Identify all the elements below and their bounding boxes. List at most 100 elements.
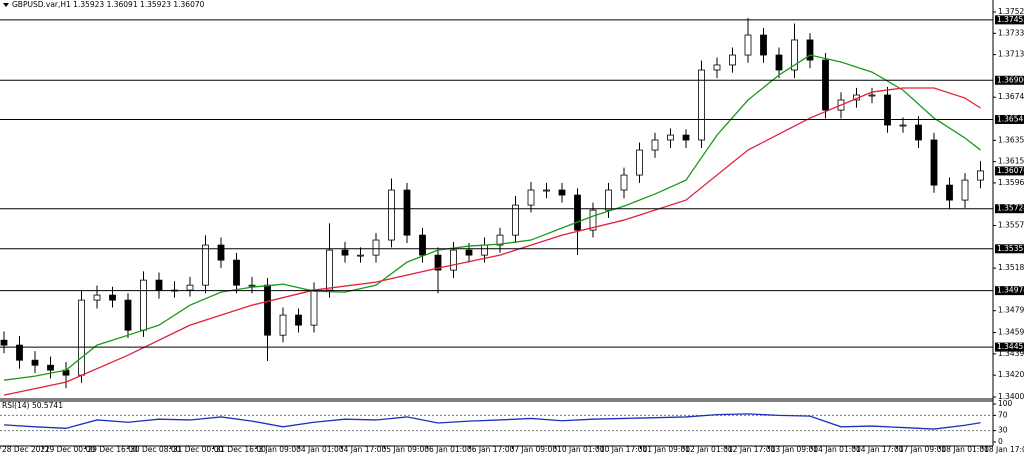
x-tick-label: 14 Jan 01:00 (813, 445, 861, 454)
rsi-title: RSI(14) 50.5741 (2, 401, 63, 410)
candle-body (527, 189, 535, 206)
candle-body (744, 34, 752, 56)
candle-body (512, 204, 519, 236)
level-label-box (995, 204, 1024, 214)
indicator-line (3, 87, 981, 396)
candle-body (636, 149, 643, 176)
level-label-box (995, 75, 1024, 85)
x-tick-label: 31 Dec 16:00 (216, 445, 267, 454)
level-label-box (995, 244, 1024, 254)
candle-body (713, 64, 721, 71)
candle-body (47, 364, 54, 371)
candle-body (791, 39, 798, 71)
candle-body (806, 39, 814, 61)
x-tick-label: 4 Jan 01:00 (301, 445, 344, 454)
candle-body (0, 339, 8, 346)
x-tick-label: 18 Jan 01:00 (941, 445, 989, 454)
x-tick-label: 10 Jan 01:00 (557, 445, 605, 454)
x-tick-label: 3 Jan 09:00 (258, 445, 301, 454)
level-label: 1.35357 (997, 244, 1024, 253)
y-tick-label: 30 (998, 426, 1008, 435)
candle-body (403, 189, 411, 236)
candle-body (31, 359, 39, 366)
candle-body (961, 179, 969, 201)
x-tick-label: 30 Dec 08:00 (130, 445, 181, 454)
candle-body (589, 209, 597, 231)
candle-body (217, 244, 225, 261)
candle-body (930, 139, 938, 186)
level-label: 1.34974 (997, 286, 1024, 295)
candle-body (465, 249, 473, 256)
candle-body (450, 249, 457, 271)
candle-body (310, 289, 318, 326)
y-tick-label: 1.35180 (998, 263, 1024, 272)
x-tick-label: 4 Jan 17:00 (344, 445, 387, 454)
candle-body (651, 139, 659, 151)
candle-body (434, 254, 442, 271)
candle-body (915, 124, 922, 141)
x-tick-label: 6 Jan 01:00 (429, 445, 472, 454)
x-tick-label: 11 Jan 09:00 (643, 445, 691, 454)
candle-body (496, 234, 504, 246)
candle-body (326, 249, 333, 291)
candle-body (558, 189, 566, 196)
level-label-box (995, 114, 1024, 124)
candle-body (574, 194, 581, 231)
last-price-label: 1.36070 (997, 166, 1024, 175)
candle-body (884, 94, 891, 126)
y-tick-label: 1.34590 (998, 328, 1024, 337)
level-label-box (995, 15, 1024, 25)
candle-body (729, 54, 736, 66)
candle-body (186, 284, 194, 291)
candle-body (946, 184, 953, 201)
candle-body (202, 244, 209, 286)
candle-body (605, 189, 612, 211)
y-tick-label: 1.36350 (998, 135, 1024, 144)
level-label-box (995, 342, 1024, 352)
y-tick-label: 1.34000 (998, 392, 1024, 401)
candle-body (248, 284, 256, 287)
candle-body (543, 189, 550, 192)
level-label-box (995, 286, 1024, 296)
y-tick-label: 0 (998, 437, 1003, 446)
candle-body (279, 314, 287, 336)
y-tick-label: 1.35570 (998, 221, 1024, 230)
candle-body (16, 344, 23, 361)
x-tick-label: 10 Jan 17:00 (600, 445, 648, 454)
last-price-box (995, 166, 1024, 176)
candle-body (775, 54, 783, 71)
candle-body (78, 299, 85, 376)
y-tick-label: 1.36745 (998, 92, 1024, 101)
candle-body (341, 249, 349, 256)
x-tick-label: 29 Dec 00:00 (45, 445, 96, 454)
chart-title: GBPUSD.var,H1 1.35923 1.36091 1.35923 1.… (12, 0, 205, 9)
y-tick-label: 1.36155 (998, 157, 1024, 166)
x-tick-label: 18 Jan 17:00 (984, 445, 1024, 454)
x-tick-label: 7 Jan 09:00 (514, 445, 557, 454)
x-tick-label: 14 Jan 17:00 (856, 445, 904, 454)
level-label: 1.36900 (997, 75, 1024, 84)
candle-body (295, 314, 302, 326)
candle-body (93, 294, 101, 301)
y-tick-label: 1.34200 (998, 370, 1024, 379)
candle-body (264, 284, 271, 336)
level-label: 1.34457 (997, 342, 1024, 351)
candle-body (388, 189, 395, 241)
x-tick-label: 29 Dec 16:00 (87, 445, 138, 454)
candle-body (977, 170, 984, 181)
x-tick-label: 12 Jan 01:00 (685, 445, 733, 454)
x-tick-label: 13 Jan 09:00 (771, 445, 819, 454)
y-tick-label: 1.37330 (998, 28, 1024, 37)
y-tick-label: 1.34395 (998, 349, 1024, 358)
candle-body (124, 299, 132, 331)
x-tick-label: 28 Dec 2021 (2, 445, 50, 454)
candle-body (109, 294, 116, 301)
candle-body (620, 174, 628, 191)
candle-body (667, 134, 674, 141)
indicator-line (3, 413, 981, 430)
menu-arrow[interactable] (3, 3, 9, 7)
candle-body (899, 124, 907, 127)
